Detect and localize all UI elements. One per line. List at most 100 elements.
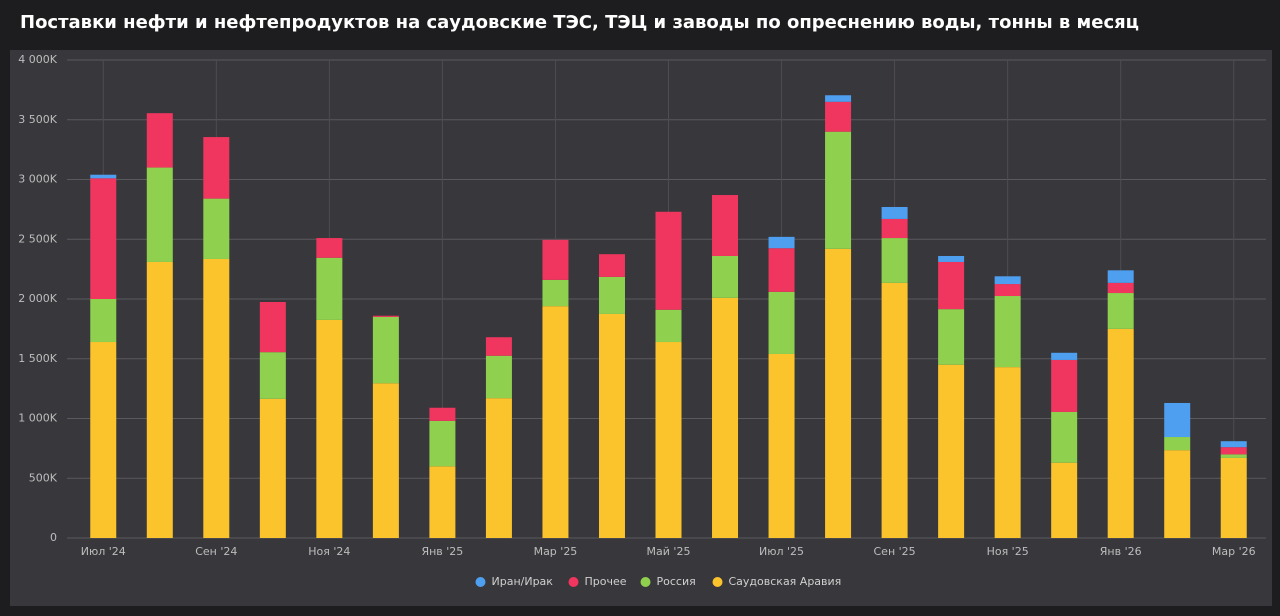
legend-marker — [640, 577, 651, 587]
legend-label: Саудовская Аравия — [729, 575, 842, 588]
bar-segment — [146, 261, 173, 538]
y-tick-label: 2 500K — [18, 232, 57, 245]
bar-segment — [146, 167, 173, 262]
bar-segment — [712, 297, 739, 538]
bar-segment — [259, 301, 286, 353]
bar-segment — [994, 296, 1021, 368]
bar-segment — [1051, 411, 1078, 463]
bar-segment — [1107, 293, 1134, 329]
bar-segment — [372, 315, 399, 317]
bar-segment — [372, 383, 399, 538]
bar-segment — [259, 398, 286, 538]
x-tick-label: Июл '24 — [81, 545, 126, 558]
chart-panel — [10, 50, 1272, 606]
bar-segment — [768, 248, 795, 292]
y-tick-label: 0 — [50, 531, 57, 544]
bar-segment — [655, 342, 682, 538]
y-tick-label: 1 000K — [18, 412, 57, 425]
bar-segment — [1220, 454, 1247, 458]
bar-segment — [1107, 270, 1134, 283]
x-tick-label: Мар '26 — [1212, 545, 1256, 558]
bar-segment — [881, 238, 908, 283]
legend-marker — [568, 577, 579, 587]
bar-segment — [429, 466, 456, 538]
y-tick-label: 3 500K — [18, 113, 57, 126]
bar-segment — [316, 257, 343, 320]
y-tick-label: 500K — [29, 471, 58, 484]
bar-segment — [1220, 441, 1247, 448]
bar-segment — [203, 137, 230, 199]
bar-segment — [542, 306, 569, 538]
bar-segment — [429, 407, 456, 421]
bar-segment — [90, 178, 117, 299]
bar-segment — [1220, 447, 1247, 455]
x-tick-label: Янв '25 — [421, 545, 463, 558]
bar-segment — [768, 353, 795, 538]
bar-segment — [938, 261, 965, 310]
bar-segment — [259, 352, 286, 399]
bar-segment — [146, 113, 173, 168]
legend-label: Россия — [657, 575, 696, 588]
bar-segment — [429, 420, 456, 467]
y-tick-label: 1 500K — [18, 352, 57, 365]
x-tick-label: Ноя '24 — [308, 545, 350, 558]
bar-segment — [938, 309, 965, 365]
bar-segment — [881, 218, 908, 239]
bar-segment — [881, 206, 908, 219]
bar-segment — [768, 236, 795, 249]
bar-segment — [994, 276, 1021, 285]
bar-segment — [1164, 402, 1191, 438]
bar-segment — [938, 364, 965, 538]
bar-segment — [598, 254, 625, 277]
bar-segment — [90, 299, 117, 343]
bar-segment — [316, 238, 343, 258]
bar-segment — [542, 239, 569, 280]
bar-segment — [825, 248, 852, 538]
y-tick-label: 4 000K — [18, 53, 57, 66]
x-tick-label: Сен '24 — [195, 545, 237, 558]
bar-segment — [90, 174, 117, 179]
y-tick-label: 3 000K — [18, 173, 57, 186]
bar-segment — [372, 316, 399, 384]
x-tick-label: Май '25 — [647, 545, 691, 558]
bar-segment — [203, 258, 230, 538]
legend-marker — [712, 577, 723, 587]
bar-segment — [825, 95, 852, 102]
bar-segment — [881, 282, 908, 538]
bar-segment — [768, 291, 795, 354]
x-tick-label: Июл '25 — [759, 545, 804, 558]
bar-segment — [1051, 352, 1078, 360]
legend-label: Прочее — [585, 575, 627, 588]
bar-segment — [712, 255, 739, 298]
bar-segment — [203, 198, 230, 259]
bar-segment — [655, 309, 682, 343]
y-tick-label: 2 000K — [18, 292, 57, 305]
x-tick-label: Янв '26 — [1100, 545, 1142, 558]
bar-segment — [485, 337, 512, 356]
bar-segment — [485, 355, 512, 399]
bar-segment — [825, 101, 852, 132]
bar-segment — [1107, 328, 1134, 538]
bar-segment — [542, 279, 569, 307]
bar-segment — [1051, 359, 1078, 412]
bar-segment — [316, 319, 343, 538]
bar-segment — [994, 284, 1021, 297]
x-tick-label: Сен '25 — [874, 545, 916, 558]
bar-segment — [712, 195, 739, 256]
bar-segment — [1164, 450, 1191, 538]
legend-label: Иран/Ирак — [492, 575, 554, 588]
bar-segment — [485, 398, 512, 538]
bar-segment — [938, 255, 965, 262]
bar-segment — [1164, 437, 1191, 451]
chart-title: Поставки нефти и нефтепродуктов на саудо… — [20, 12, 1139, 33]
bar-segment — [90, 342, 117, 538]
legend-marker — [475, 577, 486, 587]
x-tick-label: Ноя '25 — [987, 545, 1029, 558]
x-tick-label: Мар '25 — [534, 545, 578, 558]
bar-segment — [825, 131, 852, 249]
bar-segment — [598, 276, 625, 314]
bar-segment — [1051, 462, 1078, 538]
bar-segment — [598, 313, 625, 538]
